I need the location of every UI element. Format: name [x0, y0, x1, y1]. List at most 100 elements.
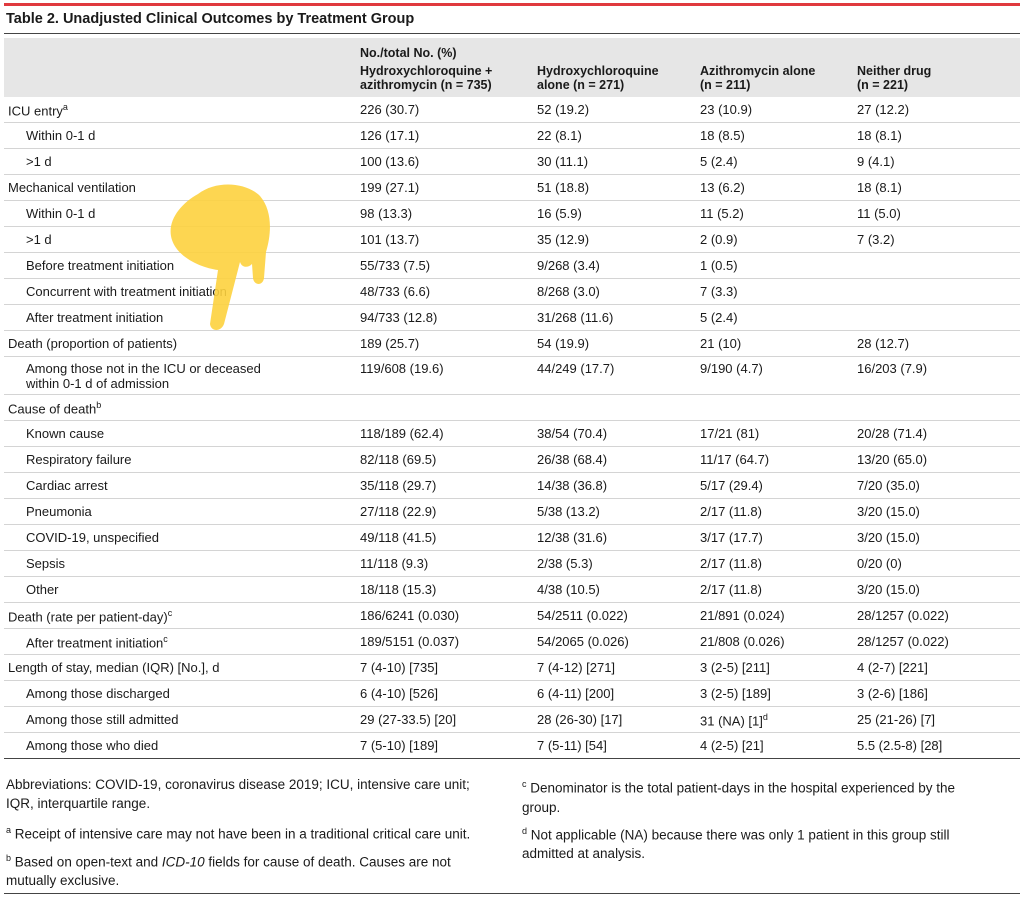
row-label: Length of stay, median (IQR) [No.], d	[4, 654, 356, 681]
row-label-text: >1 d	[26, 232, 52, 247]
cell: 11 (5.2)	[696, 200, 853, 227]
cell-text: 27/118 (22.9)	[360, 504, 437, 519]
cell: 25 (21-26) [7]	[853, 706, 1021, 733]
sub-row: Concurrent with treatment initiation 48/7…	[4, 278, 1021, 305]
cell	[356, 394, 533, 421]
cell: 98 (13.3)	[356, 200, 533, 227]
cell: 9/190 (4.7)	[696, 356, 853, 395]
footnote-text: Not applicable (NA) because there was on…	[522, 827, 950, 861]
cell-text: 11 (5.2)	[700, 206, 744, 221]
row-label-text: Death (rate per patient-day)	[8, 609, 168, 625]
top-rule	[4, 3, 1020, 6]
cell: 38/54 (70.4)	[533, 420, 696, 447]
row-label: Known cause	[4, 420, 356, 447]
cell-text: 4 (2-7) [221]	[857, 660, 928, 675]
cell: 21 (10)	[696, 330, 853, 357]
cell-text: 94/733 (12.8)	[360, 310, 438, 325]
header-row: No./total No. (%)	[4, 38, 1021, 62]
cell-text: 11/17 (64.7)	[700, 452, 770, 467]
cell: 1 (0.5)	[696, 252, 853, 279]
cell-text: 54 (19.9)	[537, 336, 590, 351]
row-label-text: Within 0-1 d	[26, 206, 96, 221]
cell-text: 14/38 (36.8)	[537, 478, 608, 493]
row-label: COVID-19, unspecified	[4, 524, 356, 551]
cell-text: 29 (27-33.5) [20]	[360, 712, 457, 727]
column-header-line: (n = 211)	[700, 78, 751, 92]
footnote: b Based on open-text and ICD-10 fields f…	[6, 849, 501, 891]
row-label-text: Cause of death	[8, 401, 97, 417]
cell: 5/38 (13.2)	[533, 498, 696, 525]
sub-row: Among those discharged 6 (4-10) [526] 6 (4…	[4, 680, 1021, 707]
cell-text: 2/17 (11.8)	[700, 504, 762, 519]
row-label-text: Death (proportion of patients)	[8, 336, 178, 351]
row-label-text: Length of stay, median (IQR) [No.], d	[8, 660, 220, 675]
cell: 35 (12.9)	[533, 226, 696, 253]
row-label: Cardiac arrest	[4, 472, 356, 499]
cell: 26/38 (68.4)	[533, 446, 696, 473]
row-label-text: After treatment initiation	[26, 310, 164, 325]
row-label: Within 0-1 d	[4, 122, 356, 149]
cell: 54 (19.9)	[533, 330, 696, 357]
cell: 7 (3.3)	[696, 278, 853, 305]
cell-text: 226 (30.7)	[360, 102, 420, 117]
row-label-text: Known cause	[26, 426, 105, 441]
cell-text: 3/20 (15.0)	[857, 530, 920, 545]
cell: 18 (8.5)	[696, 122, 853, 149]
footnote-text: Receipt of intensive care may not have b…	[14, 826, 471, 842]
cell-text: 82/118 (69.5)	[360, 452, 437, 467]
cell-text: 5/38 (13.2)	[537, 504, 600, 519]
row-label-text: ICU entry	[8, 103, 63, 119]
cell: 118/189 (62.4)	[356, 420, 533, 447]
cell: 226 (30.7)	[356, 97, 533, 123]
sub-row: After treatment initiationc 189/5151 (0.0…	[4, 628, 1021, 655]
title-rule	[4, 33, 1020, 34]
cell: 14/38 (36.8)	[533, 472, 696, 499]
row-label-text: Mechanical ventilation	[8, 180, 136, 195]
header-span: No./total No. (%)	[356, 38, 1021, 62]
cell: 22 (8.1)	[533, 122, 696, 149]
cell-text: 31 (NA) [1]	[700, 713, 763, 729]
cell-text: 2/17 (11.8)	[700, 556, 762, 571]
column-header-line: Hydroxychloroquine +	[360, 64, 493, 78]
cell: 5.5 (2.5-8) [28]	[853, 732, 1021, 759]
cell: 7 (4-12) [271]	[533, 654, 696, 681]
cell: 9 (4.1)	[853, 148, 1021, 175]
cell-text: 119/608 (19.6)	[360, 361, 444, 376]
cell: 2/17 (11.8)	[696, 498, 853, 525]
cell: 54/2065 (0.026)	[533, 628, 696, 655]
cell: 28 (26-30) [17]	[533, 706, 696, 733]
column-header: Azithromycin alone (n = 211)	[696, 62, 853, 97]
footnote-text: Abbreviations: COVID-19, coronavirus dis…	[6, 777, 470, 811]
cell: 3/20 (15.0)	[853, 576, 1021, 603]
cell: 31 (NA) [1]d	[696, 706, 853, 733]
footnotes-left: Abbreviations: COVID-19, coronavirus dis…	[6, 775, 501, 895]
cell: 55/733 (7.5)	[356, 252, 533, 279]
group-row: Death (proportion of patients) 189 (25.7)…	[4, 330, 1021, 357]
cell-text: 3/17 (17.7)	[700, 530, 763, 545]
cell-text: 118/189 (62.4)	[360, 426, 444, 441]
row-label: After treatment initiationc	[4, 628, 356, 655]
cell-text: 3/20 (15.0)	[857, 582, 920, 597]
cell-text: 5/17 (29.4)	[700, 478, 763, 493]
cell-text: 7 (5-11) [54]	[537, 738, 607, 753]
cell: 11/118 (9.3)	[356, 550, 533, 577]
column-header: Hydroxychloroquine alone (n = 271)	[533, 62, 696, 97]
table-body: ICU entrya 226 (30.7) 52 (19.2) 23 (10.9) 27…	[4, 97, 1021, 759]
cell-text: 54/2511 (0.022)	[537, 608, 628, 623]
sub-row: Other 18/118 (15.3) 4/38 (10.5) 2/17 (11.8)…	[4, 576, 1021, 603]
footnote: a Receipt of intensive care may not have…	[6, 821, 501, 844]
cell-text: 2/17 (11.8)	[700, 582, 762, 597]
cell-text: 30 (11.1)	[537, 154, 589, 169]
cell: 54/2511 (0.022)	[533, 602, 696, 629]
cell-text: 23 (10.9)	[700, 102, 753, 117]
cell-text: 7/20 (35.0)	[857, 478, 920, 493]
footnote-text: Based on open-text and	[14, 854, 162, 869]
cell	[696, 394, 853, 421]
cell: 17/21 (81)	[696, 420, 853, 447]
cell: 21/808 (0.026)	[696, 628, 853, 655]
cell-text: 16/203 (7.9)	[857, 361, 928, 376]
cell-text: 4/38 (10.5)	[537, 582, 600, 597]
cell-text: 54/2065 (0.026)	[537, 634, 629, 649]
row-label-text: COVID-19, unspecified	[26, 530, 159, 545]
cell: 7 (3.2)	[853, 226, 1021, 253]
